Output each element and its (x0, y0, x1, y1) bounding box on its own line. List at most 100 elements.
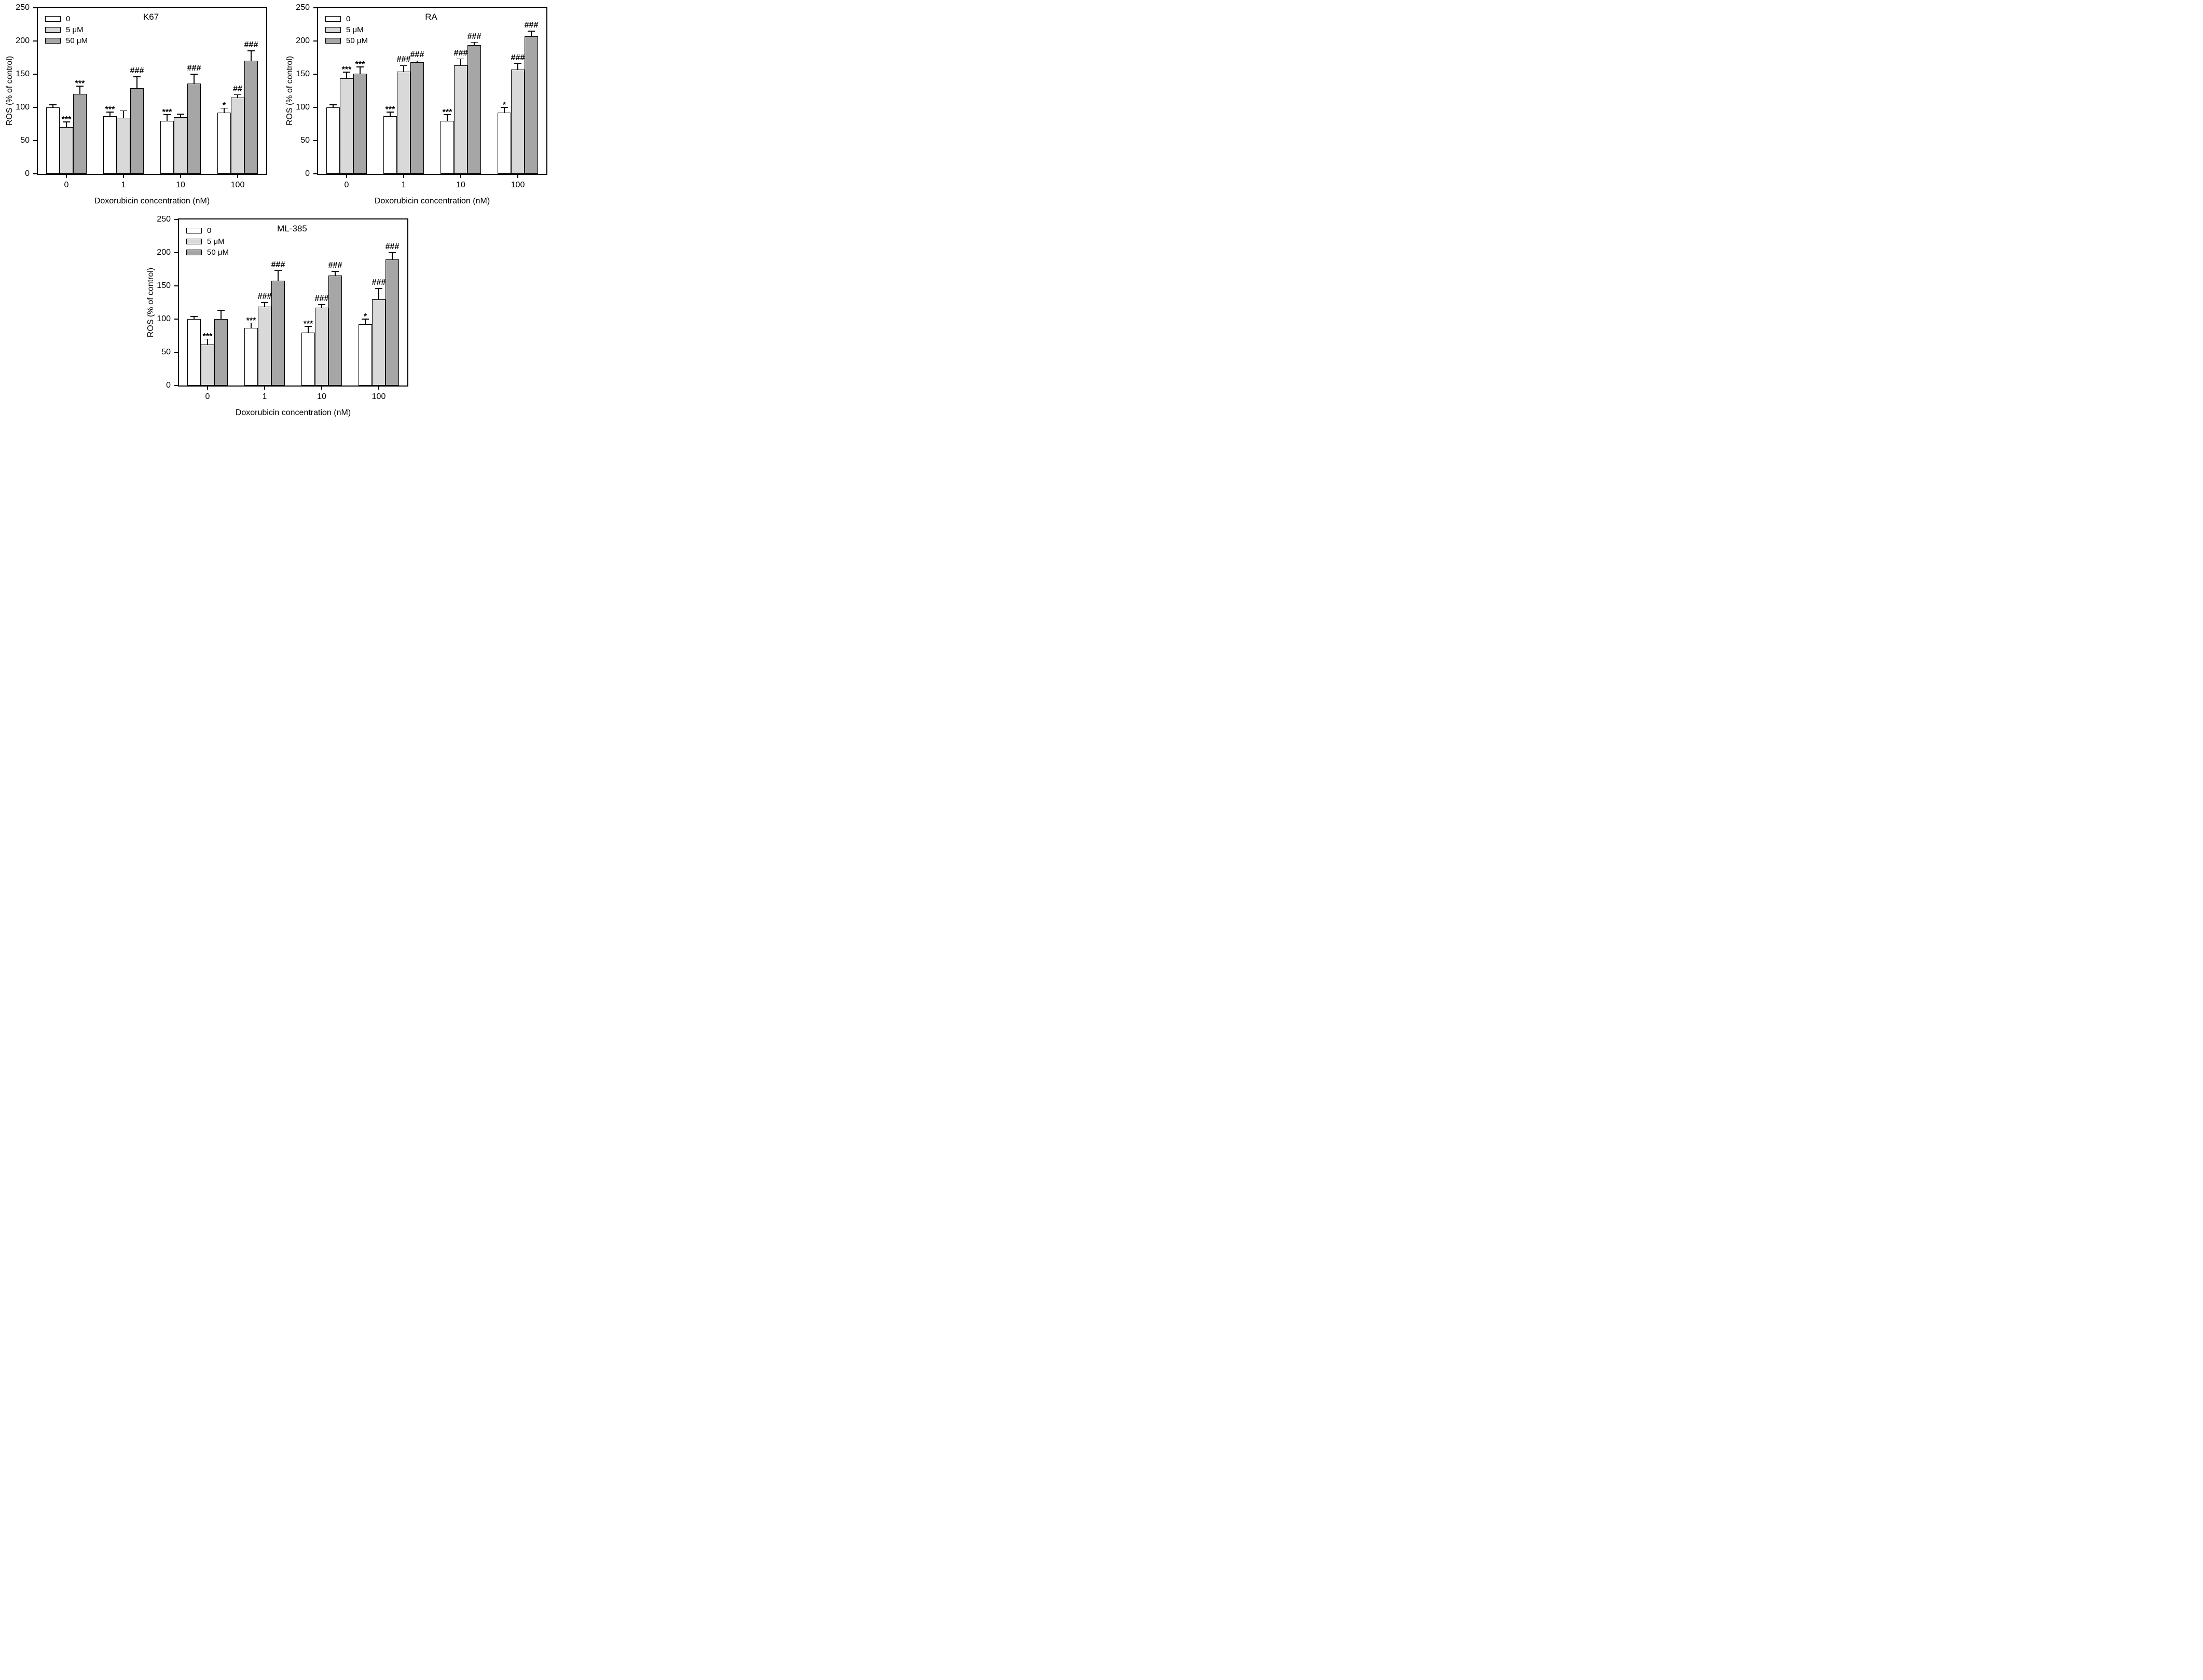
error-bar-cap (247, 322, 255, 324)
y-axis-tick (33, 40, 37, 42)
error-bar-cap (234, 94, 241, 95)
chart-title: K67 (143, 12, 159, 22)
x-tick-label: 0 (64, 181, 69, 189)
legend-swatch (325, 26, 341, 33)
x-axis-tick (321, 387, 322, 390)
significance-annotation: ### (524, 20, 539, 30)
y-tick-label: 0 (166, 381, 171, 390)
plot-area: *** *** * *** ## *** ### ### ### (37, 7, 267, 175)
y-axis-tick (33, 74, 37, 75)
significance-annotation: ### (511, 53, 525, 62)
bar-k67-0nM-s2 (73, 94, 87, 174)
error-bar-cap (414, 60, 421, 62)
y-tick-label: 150 (16, 70, 30, 78)
significance-annotation: *** (105, 105, 115, 114)
legend-item: 0 (45, 15, 88, 23)
bar-k67-1nM-s1 (117, 118, 130, 174)
bar-ml-385-0nM-s1 (201, 344, 214, 385)
error-bar-cap (190, 316, 198, 317)
y-tick-label: 150 (296, 70, 310, 78)
error-bar-cap (163, 114, 171, 115)
y-tick-label: 100 (157, 314, 171, 323)
error-bar (194, 74, 195, 84)
y-tick-label: 250 (16, 3, 30, 12)
significance-annotation: ### (314, 294, 329, 303)
legend-item: 5 μM (186, 238, 229, 245)
x-axis-tick (180, 175, 181, 178)
y-axis-label: ROS (% of control) (146, 267, 155, 338)
bar-k67-100nM-s1 (231, 97, 244, 174)
error-bar-cap (528, 31, 535, 32)
y-axis-tick (174, 219, 178, 220)
bar-ml-385-1nM-s2 (271, 280, 285, 385)
significance-annotation: ### (244, 40, 258, 50)
legend-swatch (45, 37, 61, 44)
y-tick-label: 200 (157, 248, 171, 257)
bar-ml-385-1nM-s1 (258, 306, 271, 385)
error-bar-cap (190, 74, 198, 75)
y-axis-tick (174, 352, 178, 353)
legend-item: 50 μM (186, 249, 229, 256)
error-bar (321, 304, 322, 308)
error-bar (237, 94, 238, 98)
y-tick-label: 200 (296, 36, 310, 45)
bar-k67-100nM-s2 (244, 61, 258, 174)
x-axis-tick (403, 175, 404, 178)
x-tick-label: 1 (262, 392, 267, 401)
error-bar-cap (389, 252, 396, 253)
y-axis-tick (33, 173, 37, 174)
error-bar-cap (356, 66, 364, 67)
error-bar (504, 107, 505, 113)
y-axis-tick (33, 140, 37, 141)
error-bar-cap (444, 114, 451, 115)
bar-k67-100nM-s0 (217, 113, 231, 174)
bar-k67-10nM-s1 (174, 117, 187, 174)
error-bar (79, 86, 80, 94)
error-bar-cap (362, 319, 369, 320)
error-bar (392, 253, 393, 259)
error-bar (335, 271, 336, 276)
error-bar (136, 77, 137, 88)
legend-swatch (186, 249, 202, 255)
x-axis-label: Doxorubicin concentration (nM) (235, 408, 351, 417)
error-bar (264, 302, 265, 307)
legend-label: 0 (207, 226, 212, 235)
bar-ra-10nM-s2 (467, 45, 481, 174)
error-bar-cap (133, 76, 141, 77)
error-bar-cap (400, 65, 407, 66)
x-axis-label: Doxorubicin concentration (nM) (374, 197, 490, 205)
significance-annotation: *** (355, 60, 365, 69)
y-tick-label: 250 (296, 3, 310, 12)
significance-annotation: ### (271, 260, 285, 269)
x-tick-label: 10 (456, 181, 465, 189)
significance-annotation: *** (442, 108, 452, 117)
bar-k67-10nM-s0 (160, 120, 174, 174)
bar-ml-385-0nM-s2 (214, 319, 228, 385)
bar-k67-1nM-s0 (103, 116, 117, 174)
significance-annotation: ### (328, 260, 342, 270)
significance-annotation: ### (371, 278, 386, 287)
error-bar-cap (221, 107, 228, 109)
legend-item: 0 (325, 15, 368, 23)
x-tick-label: 10 (317, 392, 326, 401)
error-bar (180, 114, 181, 118)
y-axis-tick (313, 7, 317, 8)
significance-annotation: * (222, 101, 226, 111)
x-tick-label: 100 (230, 181, 245, 189)
y-axis-tick (33, 7, 37, 8)
error-bar (221, 310, 222, 319)
significance-annotation: ### (385, 242, 400, 251)
x-axis-tick (66, 175, 67, 178)
significance-annotation: *** (61, 115, 72, 125)
legend-swatch (325, 16, 341, 22)
significance-annotation: *** (75, 79, 85, 89)
bar-ra-0nM-s1 (340, 78, 353, 174)
error-bar (224, 108, 225, 113)
error-bar (194, 316, 195, 319)
x-tick-label: 100 (371, 392, 386, 401)
legend-swatch (45, 26, 61, 33)
error-bar-cap (501, 107, 508, 108)
legend-item: 5 μM (325, 26, 368, 34)
error-bar (346, 72, 347, 78)
significance-annotation: *** (246, 316, 256, 325)
